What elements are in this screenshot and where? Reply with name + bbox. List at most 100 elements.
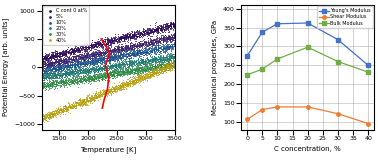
Point xyxy=(126,63,132,66)
Point xyxy=(75,49,81,52)
Point xyxy=(69,47,75,50)
Point xyxy=(131,54,137,57)
Point xyxy=(157,63,163,65)
Point xyxy=(61,72,67,75)
Point xyxy=(68,64,74,67)
Point xyxy=(153,70,160,72)
Point xyxy=(75,48,81,51)
Point xyxy=(52,108,58,111)
Point xyxy=(70,61,76,63)
Point xyxy=(157,57,163,59)
Point xyxy=(106,39,112,41)
Point xyxy=(172,44,178,46)
Point xyxy=(116,63,122,65)
Point xyxy=(164,44,170,47)
Point xyxy=(50,67,56,70)
Point xyxy=(124,46,130,49)
Point xyxy=(93,77,99,80)
Point xyxy=(55,82,61,85)
Point xyxy=(66,60,72,63)
Point xyxy=(91,45,97,47)
Point xyxy=(52,114,58,116)
Point xyxy=(104,72,110,75)
Point xyxy=(124,50,130,53)
Point xyxy=(71,106,77,109)
Point xyxy=(45,116,51,118)
Point xyxy=(71,106,77,108)
Point xyxy=(160,46,166,48)
Point xyxy=(163,68,169,71)
Point xyxy=(41,72,47,75)
Point xyxy=(46,65,52,68)
Point xyxy=(156,58,162,61)
Point xyxy=(108,87,114,90)
Point xyxy=(111,55,117,58)
Point xyxy=(130,44,136,46)
Point xyxy=(137,77,143,80)
Point xyxy=(136,62,143,65)
Point xyxy=(149,74,155,76)
Point xyxy=(126,64,132,66)
Point xyxy=(86,68,92,71)
Point xyxy=(63,71,69,74)
Point xyxy=(46,78,52,80)
Point xyxy=(107,54,113,57)
Point xyxy=(40,113,46,116)
Point xyxy=(143,51,149,53)
Point xyxy=(63,59,69,62)
Point xyxy=(167,21,174,24)
Point xyxy=(139,74,145,77)
Point xyxy=(172,55,178,58)
Point xyxy=(166,36,172,39)
Point xyxy=(97,92,103,94)
Point xyxy=(46,83,52,86)
Point xyxy=(53,80,59,82)
Point xyxy=(73,104,79,106)
Point xyxy=(171,24,177,26)
Point xyxy=(140,63,146,65)
Point xyxy=(127,76,133,78)
Point xyxy=(42,58,48,60)
Point xyxy=(113,89,119,92)
Point xyxy=(59,53,65,56)
Point xyxy=(168,64,174,66)
Point xyxy=(160,40,166,43)
Point xyxy=(91,74,97,76)
Point xyxy=(82,80,88,82)
Point xyxy=(41,69,47,72)
Point xyxy=(91,75,97,78)
Point xyxy=(91,98,97,100)
Point xyxy=(108,74,115,77)
Point xyxy=(67,71,73,74)
Point xyxy=(148,71,154,74)
Point xyxy=(97,62,103,65)
Point xyxy=(112,85,118,87)
Point xyxy=(167,65,173,68)
Point xyxy=(58,107,64,110)
Point xyxy=(121,36,127,38)
Point xyxy=(48,69,54,71)
Point xyxy=(130,43,136,46)
Point xyxy=(123,62,129,64)
Point xyxy=(102,88,108,91)
Point xyxy=(87,61,93,63)
Point xyxy=(82,44,88,47)
Point xyxy=(155,59,161,62)
Point xyxy=(108,91,114,94)
Point xyxy=(167,37,173,40)
Point xyxy=(108,89,114,92)
Point xyxy=(122,50,128,53)
Point xyxy=(108,41,114,43)
Point xyxy=(124,45,130,47)
Point xyxy=(45,85,51,87)
Point xyxy=(69,49,75,52)
Point xyxy=(163,37,169,39)
Point xyxy=(43,57,49,59)
Point xyxy=(104,42,110,45)
Point xyxy=(121,55,127,58)
Point xyxy=(129,70,135,72)
Point xyxy=(51,55,57,58)
Point xyxy=(56,62,62,65)
Point xyxy=(50,113,56,116)
Point xyxy=(47,113,53,115)
